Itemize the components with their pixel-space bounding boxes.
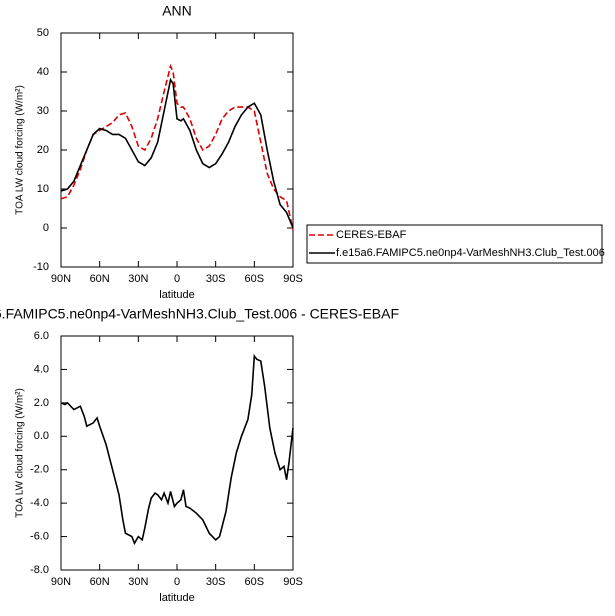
y-tick-label: 30 — [37, 105, 49, 117]
y-tick-label: 2.0 — [34, 397, 49, 409]
chart-title: f.e15a6.FAMIPC5.ne0np4-VarMeshNH3.Club_T… — [0, 306, 399, 322]
x-tick-label: 30S — [206, 576, 226, 588]
x-tick-label: 60N — [90, 273, 110, 285]
plot-frame — [60, 335, 294, 571]
x-axis-label: latitude — [159, 289, 194, 301]
x-tick-label: 30N — [128, 576, 148, 588]
y-tick-label: -2.0 — [30, 464, 49, 476]
data-line — [60, 63, 294, 231]
x-tick-label: 90S — [283, 576, 303, 588]
y-tick-label: 4.0 — [34, 363, 49, 375]
x-tick-label: 0 — [174, 273, 180, 285]
y-tick-label: 0 — [43, 222, 49, 234]
chart-title: ANN — [162, 3, 192, 19]
x-tick-label: 0 — [174, 576, 180, 588]
x-tick-label: 90S — [283, 273, 303, 285]
x-tick-label: 30S — [206, 273, 226, 285]
y-tick-label: 20 — [37, 144, 49, 156]
data-line — [60, 353, 294, 546]
y-axis-label: TOA LW cloud forcing (W/m²) — [15, 85, 26, 215]
x-tick-label: 60S — [245, 273, 265, 285]
legend-label: f.e15a6.FAMIPC5.ne0np4-VarMeshNH3.Club_T… — [336, 247, 605, 259]
y-tick-label: 0.0 — [34, 430, 49, 442]
plot-frame — [60, 32, 294, 268]
x-tick-label: 90N — [51, 576, 71, 588]
x-axis-label: latitude — [159, 592, 194, 604]
y-tick-label: 50 — [37, 27, 49, 39]
y-tick-label: -4.0 — [30, 497, 49, 509]
y-tick-label: 6.0 — [34, 330, 49, 342]
data-line — [60, 77, 294, 229]
y-tick-label: -10 — [33, 261, 49, 273]
legend-box — [306, 224, 603, 264]
y-tick-label: 40 — [37, 66, 49, 78]
y-tick-label: 10 — [37, 183, 49, 195]
y-tick-label: -6.0 — [30, 530, 49, 542]
legend-label: CERES-EBAF — [336, 229, 407, 241]
x-tick-label: 90N — [51, 273, 71, 285]
x-tick-label: 60N — [90, 576, 110, 588]
x-tick-label: 60S — [245, 576, 265, 588]
y-tick-label: -8.0 — [30, 564, 49, 576]
x-tick-label: 30N — [128, 273, 148, 285]
y-axis-label: TOA LW cloud forcing (W/m²) — [15, 388, 26, 518]
